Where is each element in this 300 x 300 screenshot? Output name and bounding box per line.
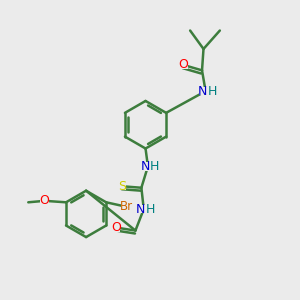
FancyBboxPatch shape (179, 61, 188, 69)
Text: O: O (111, 221, 121, 234)
Text: H: H (150, 160, 159, 173)
Text: S: S (118, 180, 126, 193)
FancyBboxPatch shape (40, 197, 49, 205)
Text: O: O (40, 194, 50, 207)
Text: N: N (140, 160, 150, 173)
Text: H: H (146, 202, 155, 216)
FancyBboxPatch shape (199, 87, 212, 95)
Text: H: H (207, 85, 217, 98)
FancyBboxPatch shape (137, 205, 150, 213)
Text: N: N (136, 202, 146, 216)
FancyBboxPatch shape (121, 202, 132, 211)
FancyBboxPatch shape (142, 162, 154, 170)
FancyBboxPatch shape (118, 182, 126, 190)
FancyBboxPatch shape (112, 224, 120, 232)
Text: Br: Br (120, 200, 133, 213)
Text: O: O (178, 58, 188, 71)
Text: N: N (198, 85, 207, 98)
